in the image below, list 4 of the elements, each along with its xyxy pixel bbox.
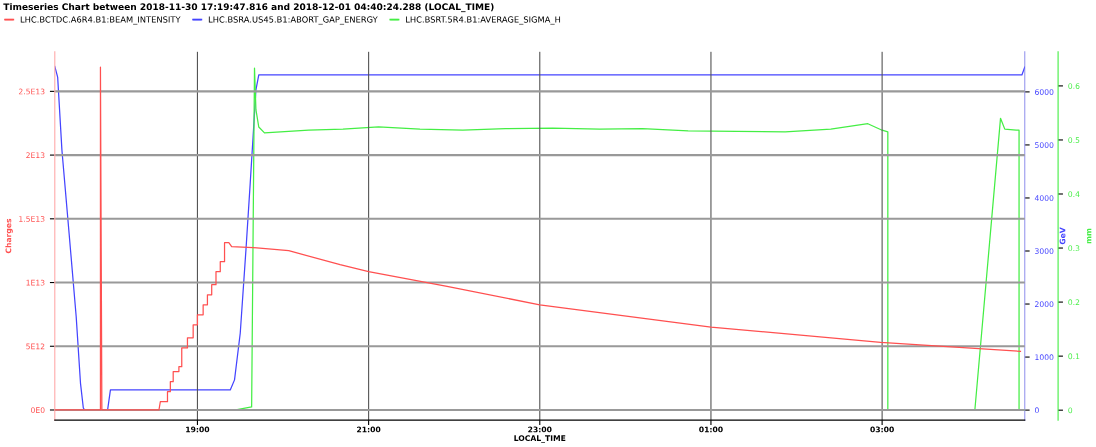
- legend-label: LHC.BSRA.US45.B1:ABORT_GAP_ENERGY: [208, 16, 378, 25]
- legend-label: LHC.BSRT.5R4.B1:AVERAGE_SIGMA_H: [406, 16, 561, 25]
- legend-label: LHC.BCTDC.A6R4.B1:BEAM_INTENSITY: [20, 16, 181, 25]
- chart-title: Timeseries Chart between 2018-11-30 17:19:47.816 and 2018-12-01 04:40:24.288 (LOCAL_TIME): [3, 3, 494, 13]
